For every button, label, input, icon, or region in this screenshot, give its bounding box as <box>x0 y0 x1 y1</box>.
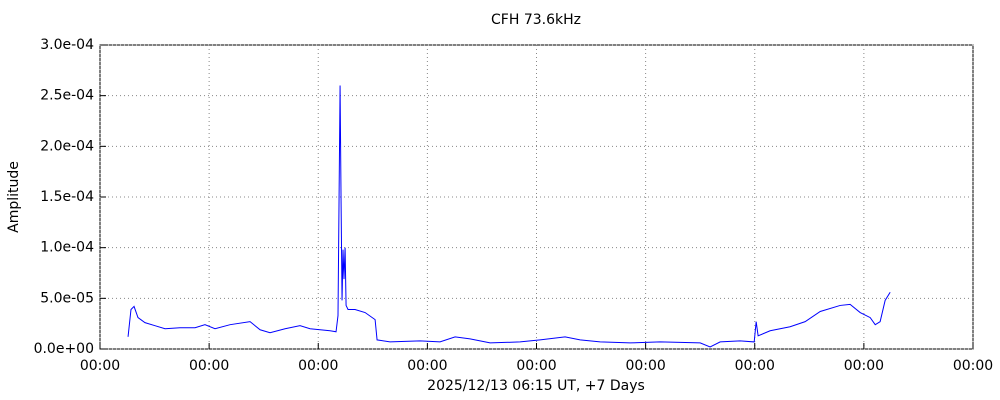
x-tick-label: 00:00 <box>625 358 665 374</box>
x-axis-label: 2025/12/13 06:15 UT, +7 Days <box>427 378 645 394</box>
y-tick-label: 3.0e-04 <box>40 37 94 53</box>
y-tick-label: 1.5e-04 <box>40 189 94 205</box>
x-tick-label: 00:00 <box>298 358 338 374</box>
data-line <box>127 85 891 348</box>
y-tick-label: 1.0e-04 <box>40 240 94 256</box>
y-tick-label: 5.0e-05 <box>40 290 94 306</box>
x-tick-label: 00:00 <box>189 358 229 374</box>
chart-title: CFH 73.6kHz <box>491 12 581 28</box>
y-tick-label: 0.0e+00 <box>34 341 94 357</box>
y-tick-label: 2.5e-04 <box>40 88 94 104</box>
y-tick-label: 2.0e-04 <box>40 138 94 154</box>
x-tick-label: 00:00 <box>953 358 993 374</box>
x-tick-label: 00:00 <box>735 358 775 374</box>
y-axis-label: Amplitude <box>6 161 22 233</box>
x-tick-label: 00:00 <box>516 358 556 374</box>
x-tick-label: 00:00 <box>80 358 120 374</box>
x-tick-label: 00:00 <box>844 358 884 374</box>
x-tick-label: 00:00 <box>407 358 447 374</box>
